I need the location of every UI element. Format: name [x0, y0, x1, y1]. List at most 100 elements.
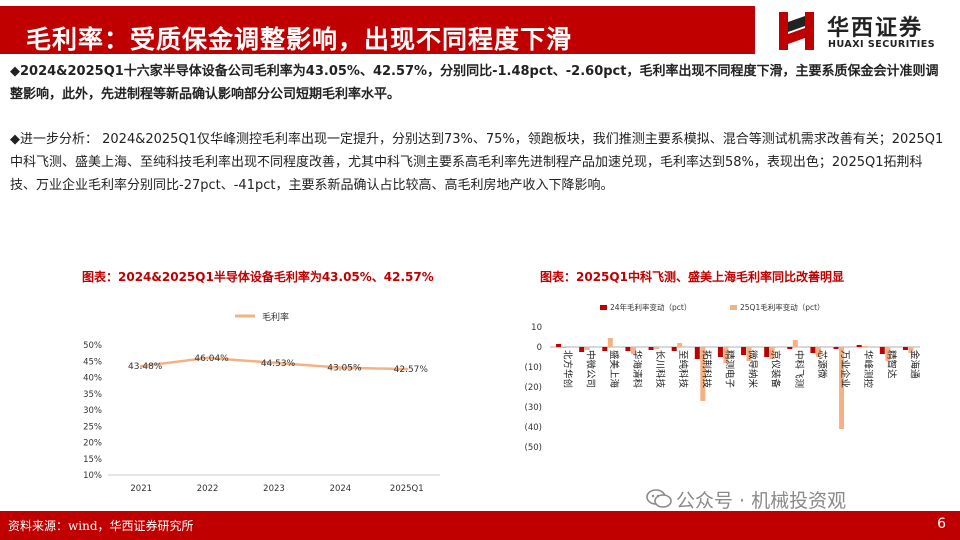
bar-25q1 [908, 347, 914, 353]
bar-24 [671, 347, 677, 351]
category-label: 华峰测控 [862, 350, 874, 389]
legend-swatch-25q1 [730, 305, 737, 310]
x-tick-label: 2021 [130, 484, 152, 494]
x-tick-label: 2022 [197, 484, 219, 494]
bar-24 [579, 347, 585, 352]
x-tick-label: 2023 [263, 484, 285, 494]
y-tick-label: 30% [83, 406, 102, 416]
bar-25q1 [561, 347, 567, 348]
footer: 资料来源：wind，华西证券研究所 6 [0, 511, 960, 540]
bar-24 [902, 347, 908, 350]
data-label: 43.48% [128, 362, 163, 372]
bar-chart-legend: 24年毛利率变动（pct） 25Q1毛利率变动（pct） [600, 302, 825, 312]
bar-24 [741, 347, 747, 355]
y-tick-label: 45% [83, 357, 102, 367]
bar-24 [602, 347, 608, 351]
bar-25q1 [862, 346, 868, 347]
bar-24 [625, 347, 631, 351]
source-note: 资料来源：wind，华西证券研究所 [8, 519, 194, 533]
x-tick-label: 2025Q1 [390, 484, 424, 494]
company-logo: 华西证券 HUAXI SECURITIES [775, 8, 955, 54]
category-label: 拓荆科技 [700, 350, 712, 389]
x-tick-label: 2024 [330, 484, 352, 494]
bar-25q1 [630, 347, 636, 354]
title-bar: 毛利率：受质保金调整影响，出现不同程度下滑 [0, 6, 755, 54]
bar-25q1 [815, 347, 821, 357]
bar-25q1 [584, 347, 590, 350]
category-label: 精测电子 [723, 350, 735, 389]
bar-25q1 [769, 347, 775, 359]
bar-24 [833, 347, 839, 349]
analysis-paragraph: ◆进一步分析： 2024&2025Q1仅华峰测控毛利率出现一定提升，分别达到73… [10, 132, 944, 193]
bar-24 [694, 347, 700, 359]
category-label: 至纯科技 [677, 350, 689, 389]
y-tick-label: (50) [525, 443, 542, 453]
legend-label-25q1: 25Q1毛利率变动（pct） [740, 302, 825, 312]
line-point [272, 361, 276, 365]
y-tick-label: 40% [83, 374, 102, 384]
line-chart-title: 图表：2024&2025Q1半导体设备毛利率为43.05%、42.57% [82, 270, 434, 284]
bar-25q1 [723, 347, 729, 363]
data-label: 46.04% [194, 354, 229, 364]
bar-25q1 [700, 347, 706, 401]
category-label: 京仪装备 [770, 350, 782, 389]
category-label: 盛美上海 [608, 350, 620, 389]
category-label: 中微公司 [585, 350, 597, 388]
huaxi-logo-icon [779, 12, 814, 50]
page-title: 毛利率：受质保金调整影响，出现不同程度下滑 [26, 25, 573, 54]
y-tick-label: 35% [83, 390, 102, 400]
margin-change-bar-chart: 24年毛利率变动（pct） 25Q1毛利率变动（pct） 10 0 (10) (20)… [525, 302, 921, 453]
legend-label-24: 24年毛利率变动（pct） [610, 302, 691, 312]
bar-25q1 [654, 347, 660, 349]
page-number: 6 [937, 516, 946, 532]
category-label: 华海清科 [631, 350, 643, 389]
bar-24 [764, 347, 770, 357]
y-tick-label: 15% [83, 455, 102, 465]
bar-25q1 [792, 340, 798, 347]
legend-label: 毛利率 [262, 311, 289, 323]
bar-24 [810, 347, 816, 353]
legend-swatch-24 [600, 305, 607, 310]
bar-25q1 [746, 347, 752, 361]
logo-text-en: HUAXI SECURITIES [828, 39, 936, 50]
line-point [139, 364, 143, 368]
bar-24 [556, 344, 562, 347]
logo-text-cn: 华西证券 [827, 16, 924, 41]
bar-25q1 [677, 343, 683, 347]
category-label: 芯源微 [816, 350, 828, 379]
data-label: 42.57% [394, 365, 429, 375]
category-label: 万业企业 [839, 350, 851, 388]
y-tick-label: (30) [525, 403, 542, 413]
wechat-icon [646, 489, 672, 508]
category-label: 微导纳米 [747, 350, 759, 389]
y-tick-label: (40) [525, 423, 542, 433]
bar-24 [879, 347, 885, 354]
gross-margin-line-chart: 毛利率 50% 45% 40% 35% 30% 25% 20% 15% 10% 2021 2022… [83, 311, 440, 494]
bar-24 [648, 347, 654, 350]
summary-paragraph: ◆2024&2025Q1十六家半导体设备公司毛利率为43.05%、42.57%，… [10, 64, 939, 102]
y-tick-label: 50% [83, 341, 102, 351]
category-label: 金海通 [908, 350, 920, 379]
y-tick-label: 25% [83, 422, 102, 432]
y-tick-label: 10 [531, 323, 542, 333]
y-tick-label: (10) [525, 363, 542, 373]
bar-24 [856, 345, 862, 347]
y-tick-label: (20) [525, 383, 542, 393]
y-tick-label: 0 [537, 343, 542, 353]
category-label: 中科飞测 [793, 350, 805, 388]
category-label: 北方华创 [562, 350, 574, 388]
data-label: 43.05% [327, 364, 362, 374]
bar-25q1 [885, 347, 891, 361]
line-chart-legend: 毛利率 [235, 311, 289, 323]
category-label: 长川科技 [654, 350, 666, 389]
y-tick-label: 10% [83, 471, 102, 481]
line-point [338, 366, 342, 370]
y-tick-label: 20% [83, 439, 102, 449]
line-point [405, 367, 409, 371]
bar-25q1 [607, 338, 613, 347]
header: 毛利率：受质保金调整影响，出现不同程度下滑 华西证券 HUAXI SECURIT… [0, 0, 960, 60]
bar-24 [717, 347, 723, 357]
line-point [206, 356, 210, 360]
bar-24 [787, 347, 793, 349]
watermark-text: 公众号 · 机械投资观 [676, 490, 847, 512]
